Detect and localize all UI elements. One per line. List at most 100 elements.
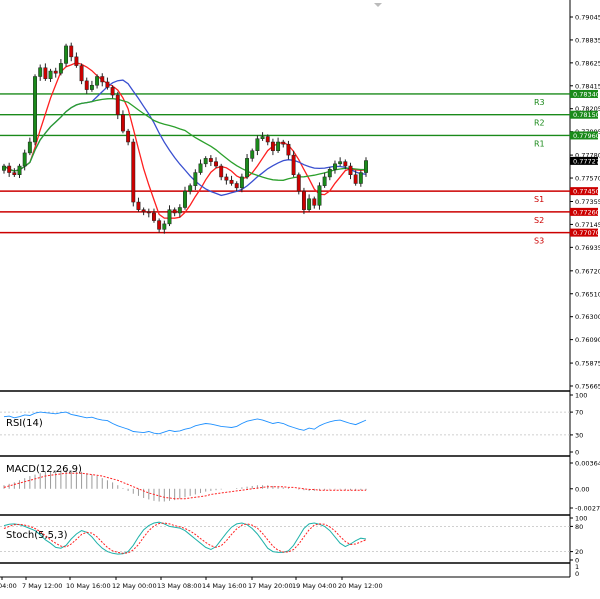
candle-body xyxy=(265,136,270,143)
price-tick-label: 0.78835 xyxy=(575,36,600,44)
candlesticks xyxy=(2,42,368,234)
candle-body xyxy=(343,161,348,167)
stoch-signal-line xyxy=(3,522,367,554)
level-value-box xyxy=(570,207,598,216)
candle-body xyxy=(286,143,291,156)
candle-body xyxy=(219,165,224,178)
time-tick-label: 17 May 20:00 xyxy=(248,582,293,590)
candle-body xyxy=(53,70,58,74)
candle-body xyxy=(27,141,32,154)
time-tick-label: 10 May 16:00 xyxy=(66,582,111,590)
candle-body xyxy=(214,161,218,167)
candle-body xyxy=(203,158,208,165)
candle-body xyxy=(141,209,146,213)
rsi-line xyxy=(3,411,367,435)
level-name-r2: R2 xyxy=(534,119,545,128)
mini-panel-tick-0: 0 xyxy=(575,570,579,578)
level-value-label: 0.77450 xyxy=(573,188,600,196)
candle-body xyxy=(157,220,162,230)
candle-body xyxy=(301,190,306,210)
candle-body xyxy=(291,154,296,176)
candle-body xyxy=(167,209,172,225)
candle-body xyxy=(260,136,265,139)
price-tick-label: 0.78625 xyxy=(575,59,600,67)
level-name-s1: S1 xyxy=(534,195,544,204)
candle-body xyxy=(58,63,63,74)
candle-body xyxy=(239,176,244,189)
time-tick-label: 14 May 16:00 xyxy=(202,582,247,590)
candle-body xyxy=(110,87,115,96)
time-tick-label: 12 May 00:00 xyxy=(112,582,157,590)
level-value-box xyxy=(570,110,598,119)
candle-body xyxy=(126,130,131,143)
candle-body xyxy=(146,211,151,214)
candle-body xyxy=(188,185,193,192)
level-value-label: 0.77260 xyxy=(573,208,600,216)
candle-body xyxy=(322,176,327,186)
time-tick-label: 20 May 12:00 xyxy=(338,582,383,590)
price-tick-label: 0.79045 xyxy=(575,14,600,22)
level-value-label: 0.77960 xyxy=(573,132,600,140)
mini-panel-tick-1: 1 xyxy=(575,563,579,571)
level-name-r1: R1 xyxy=(534,139,545,148)
price-tick-label: 0.76720 xyxy=(575,267,600,275)
candle-body xyxy=(270,141,275,151)
price-tick-label: 0.76935 xyxy=(575,244,600,252)
candle-body xyxy=(136,201,141,210)
stoch-tick-label: 80 xyxy=(575,523,583,531)
price-tick-label: 0.76510 xyxy=(575,290,600,298)
candle-body xyxy=(7,165,12,173)
candle-body xyxy=(115,94,120,115)
chart-shift-marker-icon xyxy=(374,3,382,7)
candle-body xyxy=(348,165,353,176)
stoch-tick-label: 0 xyxy=(575,557,579,565)
price-tick-label: 0.75875 xyxy=(575,360,600,368)
candle-body xyxy=(89,84,94,90)
current-price-box xyxy=(570,156,598,165)
candle-body xyxy=(338,161,343,165)
rsi-panel: 100 70 30 0 RSI(14) xyxy=(0,392,587,457)
candle-body xyxy=(281,141,286,145)
level-value-box xyxy=(570,187,598,196)
candle-body xyxy=(38,67,43,77)
candle-body xyxy=(162,223,167,230)
price-tick-label: 0.77780 xyxy=(575,152,600,160)
price-tick-label: 0.77570 xyxy=(575,175,600,183)
level-value-box xyxy=(570,89,598,98)
candle-body xyxy=(100,76,105,83)
candle-body xyxy=(17,165,22,176)
macd-title: MACD(12,26,9) xyxy=(6,464,82,475)
candle-body xyxy=(33,76,37,143)
candle-body xyxy=(224,176,229,181)
price-tick-label: 0.77355 xyxy=(575,198,600,206)
candle-body xyxy=(208,158,213,162)
candle-body xyxy=(43,67,48,79)
candle-body xyxy=(353,174,358,184)
candle-body xyxy=(48,70,53,79)
macd-tick-label: 0.003643 xyxy=(575,460,600,468)
candle-body xyxy=(84,80,89,90)
support-resistance-levels: R3 0.78340 R2 0.78150 R1 0.77960 S1 0.77450 S2 0.… xyxy=(0,89,600,246)
candle-body xyxy=(177,207,182,214)
candle-body xyxy=(12,172,17,176)
stoch-title: Stoch(5,5,3) xyxy=(6,530,68,541)
candle-body xyxy=(296,174,301,192)
candle-body xyxy=(312,198,317,206)
time-tick-label: 13 May 08:00 xyxy=(157,582,202,590)
stoch-tick-label: 20 xyxy=(575,548,583,556)
time-tick-label: 04:00 xyxy=(0,582,17,590)
candle-body xyxy=(245,158,250,178)
candle-body xyxy=(69,45,74,58)
candle-body xyxy=(2,165,6,171)
macd-tick-label: 0.00 xyxy=(575,485,589,493)
macd-panel: 0.003643 0.00 -0.002716 MACD(12,26,9) xyxy=(3,460,600,513)
stoch-tick-label: 100 xyxy=(575,515,587,523)
candle-body xyxy=(358,172,363,184)
price-tick-label: 0.77145 xyxy=(575,221,600,229)
level-value-label: 0.78340 xyxy=(573,90,600,98)
candle-body xyxy=(364,160,368,173)
candle-body xyxy=(74,56,79,66)
